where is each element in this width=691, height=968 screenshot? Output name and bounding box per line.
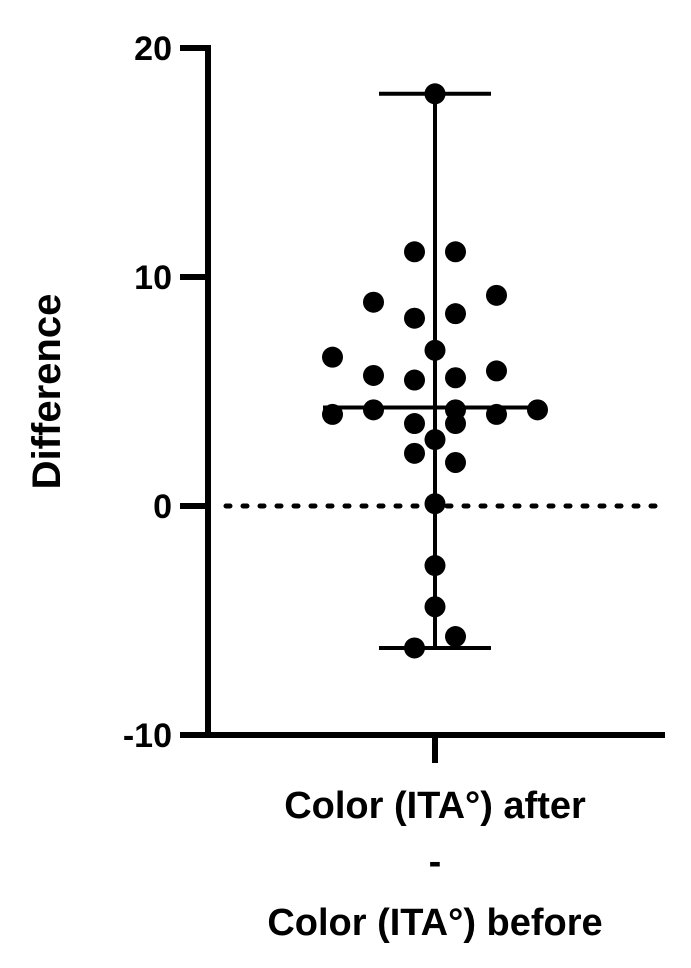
data-point <box>404 241 425 263</box>
data-point <box>527 399 548 421</box>
data-point <box>424 339 446 361</box>
data-point <box>363 364 384 386</box>
data-point <box>404 413 425 435</box>
data-point <box>486 403 507 425</box>
y-axis-title: Difference <box>25 294 69 490</box>
data-point <box>404 442 425 464</box>
data-point <box>445 241 466 263</box>
x-axis-label-line: Color (ITA°) after <box>284 785 586 827</box>
y-ticks: -10 0 10 20 <box>123 30 208 755</box>
data-point <box>424 83 446 105</box>
data-point <box>424 555 446 577</box>
data-point <box>404 369 425 391</box>
x-axis-label-line: - <box>429 841 442 883</box>
data-point <box>363 291 384 313</box>
data-point <box>445 303 466 325</box>
data-point <box>322 403 343 425</box>
y-tick-label: -10 <box>123 717 172 755</box>
data-point <box>424 429 446 451</box>
x-axis-label: Color (ITA°) after - Color (ITA°) before <box>267 785 602 944</box>
y-tick-label: 0 <box>153 488 172 526</box>
data-points <box>322 83 548 659</box>
y-tick-label: 10 <box>134 259 172 297</box>
data-point <box>445 367 466 389</box>
data-point <box>363 399 384 421</box>
data-point <box>486 360 507 382</box>
x-axis-label-line: Color (ITA°) before <box>267 902 602 944</box>
data-point <box>424 596 446 618</box>
data-point <box>445 451 466 473</box>
data-point <box>445 413 466 435</box>
data-point <box>404 637 425 659</box>
data-point <box>486 284 507 306</box>
axes <box>205 45 665 763</box>
y-tick-label: 20 <box>134 30 172 68</box>
data-point <box>424 493 446 515</box>
data-point <box>445 626 466 648</box>
data-point <box>404 307 425 329</box>
data-point <box>322 346 343 368</box>
